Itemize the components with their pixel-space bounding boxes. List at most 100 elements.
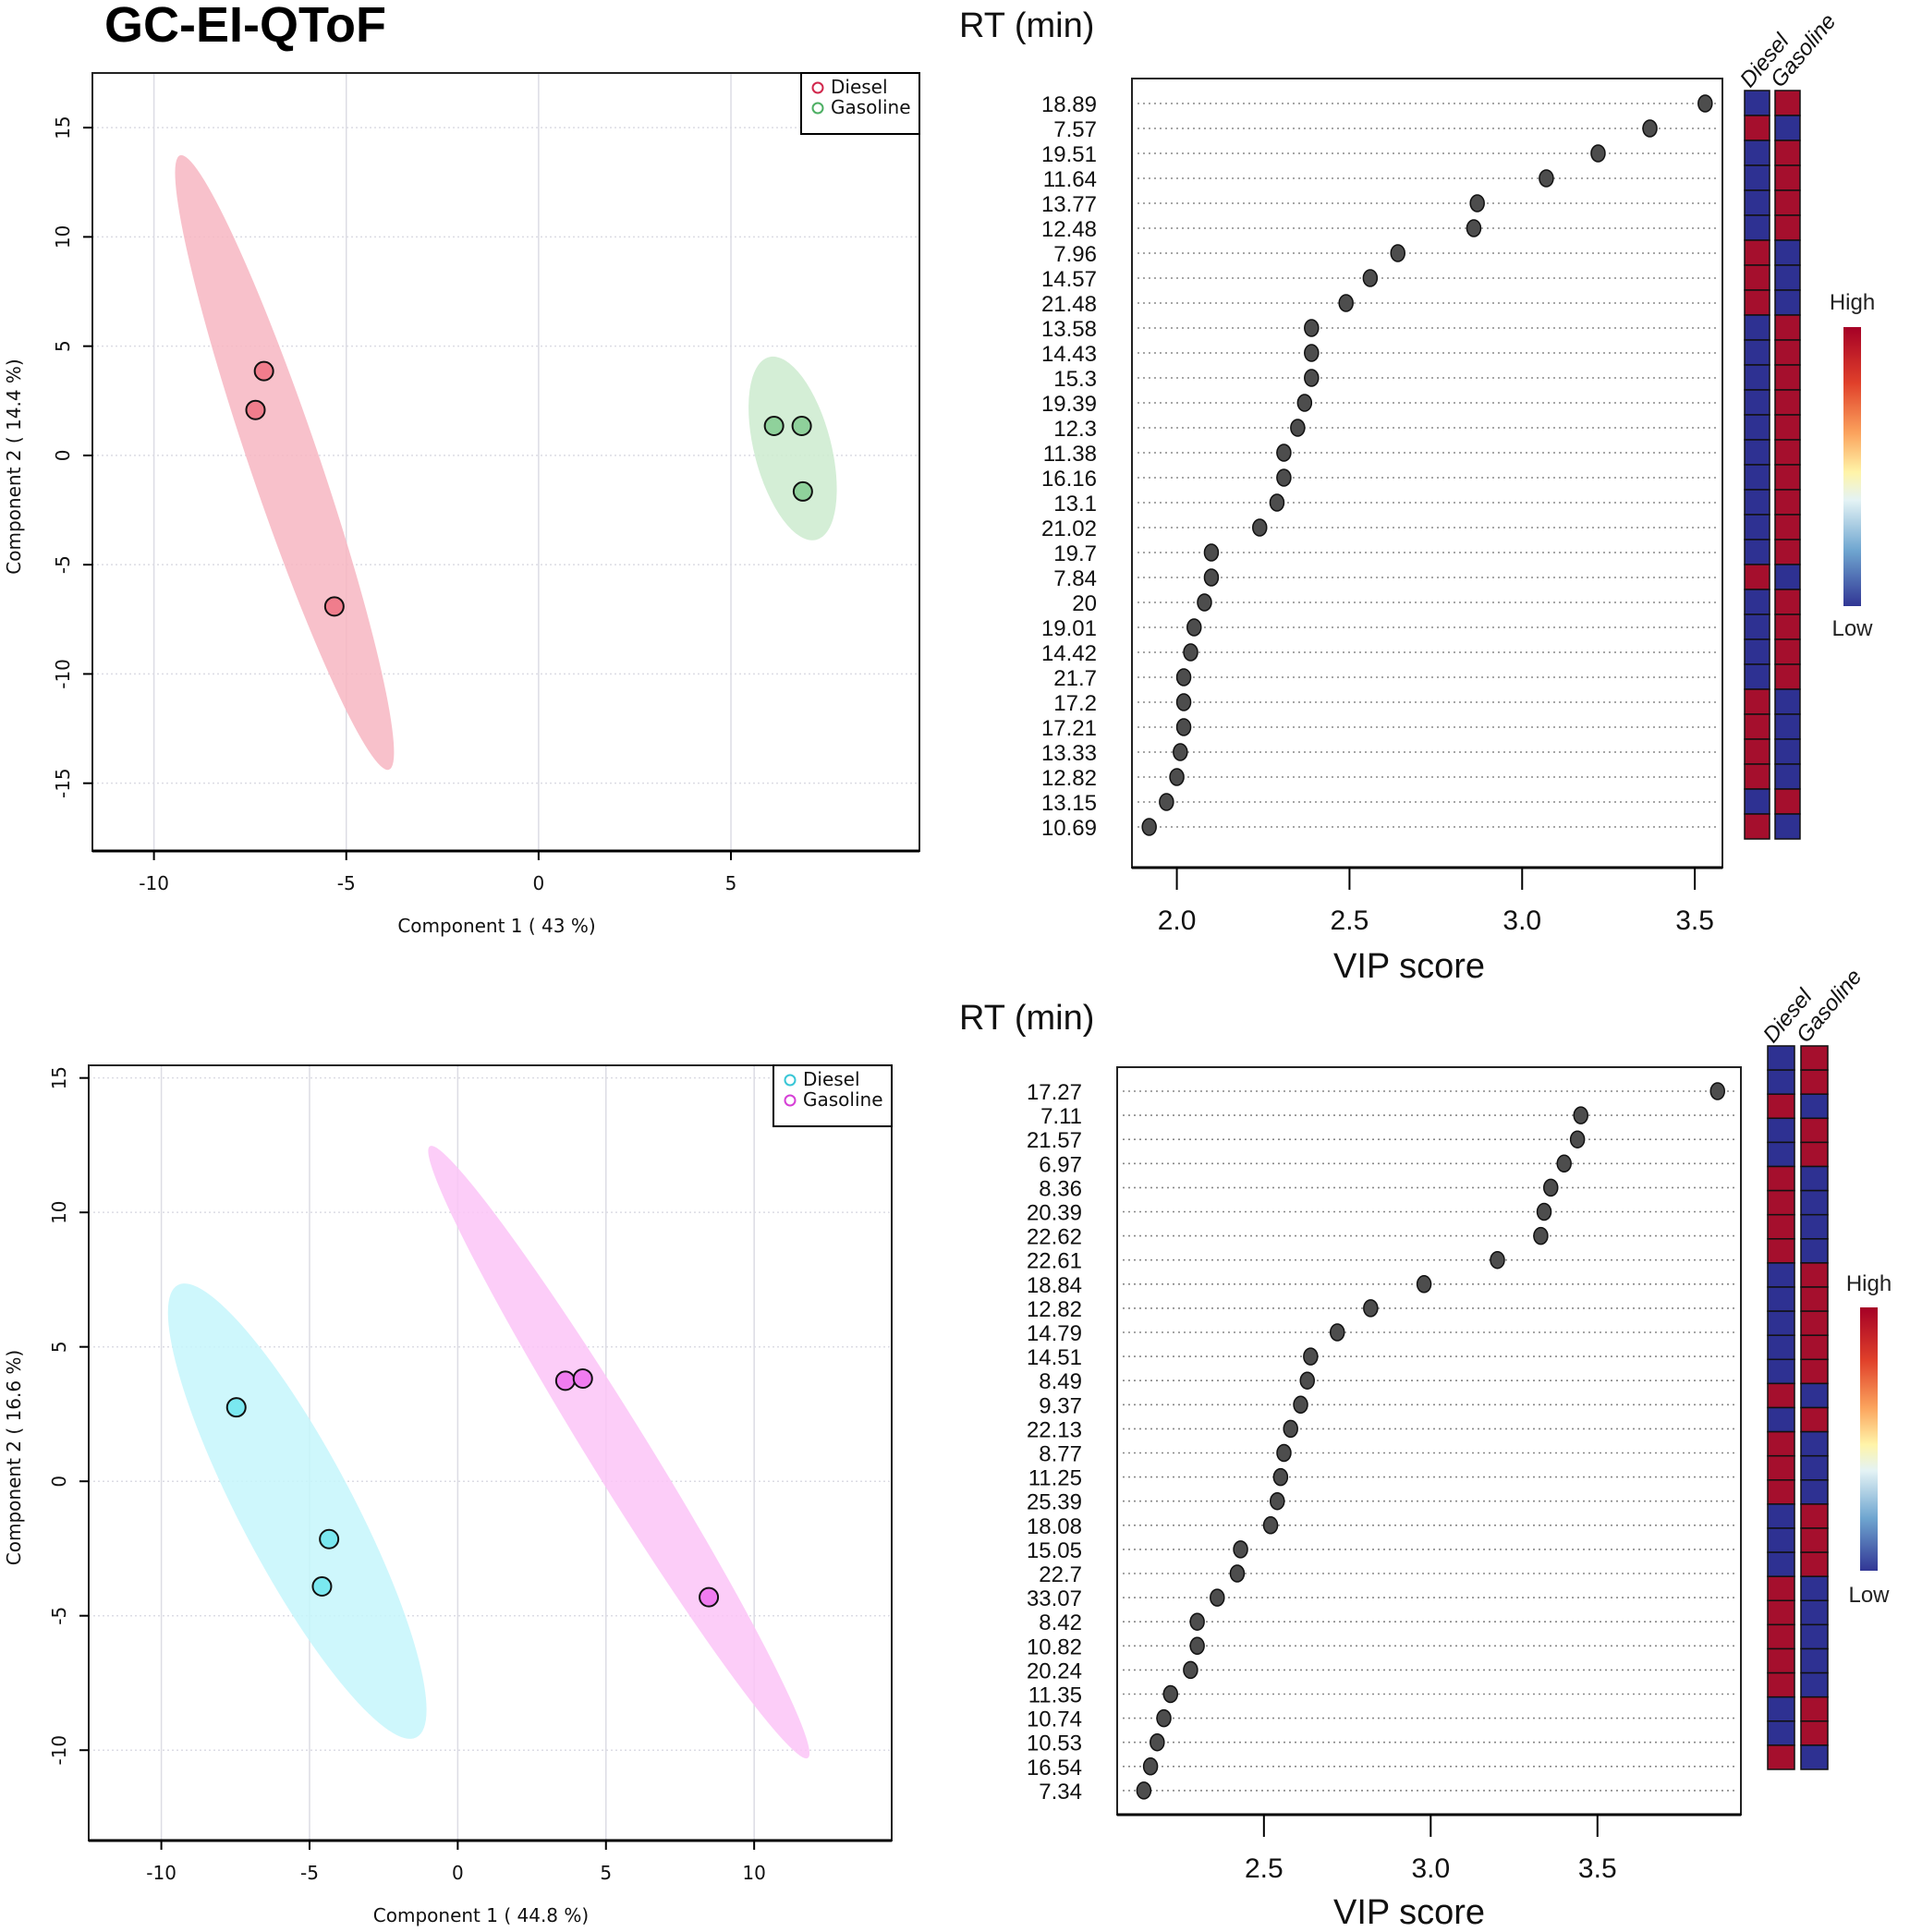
vip-row: 11.64 (1043, 164, 1801, 192)
heatmap-cell-diesel (1744, 364, 1770, 391)
vip-row: 18.08 (1027, 1479, 1829, 1539)
x-tick-label: -10 (139, 872, 169, 894)
heatmap-cell-gasoline (1774, 289, 1801, 316)
vip-row: 7.34 (1039, 1744, 1829, 1804)
vip-plot-bottom: RT (min) 17.277.1121.576.978.3620.3922.62… (959, 965, 1892, 1932)
x-tick-label: 3.5 (1675, 905, 1714, 936)
vip-row: 12.82 (1041, 763, 1801, 791)
rt-label: 13.77 (1041, 192, 1097, 217)
heatmap-cell-gasoline (1774, 264, 1801, 291)
vip-row: 25.39 (1027, 1454, 1829, 1515)
heatmap-cell-diesel (1744, 688, 1770, 715)
legend-label: Gasoline (803, 1088, 883, 1111)
heatmap-cell-diesel (1744, 214, 1770, 241)
vip-point (1299, 1371, 1315, 1390)
rt-label: 13.1 (1053, 492, 1097, 516)
heatmap-cell-gasoline (1774, 164, 1801, 191)
vip-point (1203, 543, 1220, 562)
colorbar-low-label: Low (1848, 1583, 1890, 1608)
legend-marker-icon (811, 81, 824, 94)
heatmap-cell-diesel (1744, 339, 1770, 366)
vip-point (1543, 1178, 1559, 1197)
vip-point (1642, 119, 1658, 138)
vip-row: 7.84 (1053, 564, 1801, 591)
vip-row: 20 (1072, 589, 1801, 616)
legend-marker-icon (784, 1094, 797, 1107)
heatmap-cell-gasoline (1800, 1334, 1829, 1361)
vip-point (1210, 1588, 1225, 1607)
heatmap-cell-diesel (1767, 1358, 1795, 1385)
legend-marker-icon (811, 102, 824, 115)
heatmap-cell-diesel (1744, 439, 1770, 466)
vip-point (1189, 1636, 1205, 1656)
heatmap-cell-diesel (1744, 638, 1770, 665)
heatmap-cell-diesel (1744, 539, 1770, 565)
x-tick-label: -5 (337, 872, 356, 894)
heatmap-cell-diesel (1744, 564, 1770, 590)
heatmap-cell-diesel (1767, 1406, 1795, 1433)
vip-row: 21.02 (1041, 514, 1801, 541)
rt-label: 18.89 (1041, 92, 1097, 117)
vip-point (1338, 294, 1354, 312)
vip-row: 7.57 (1053, 115, 1801, 142)
heatmap-cell-gasoline (1800, 1695, 1829, 1722)
vip-point (1269, 493, 1285, 512)
data-point-diesel (311, 1575, 333, 1597)
x-tick-label: -5 (300, 1862, 319, 1884)
heatmap-cell-diesel (1767, 1382, 1795, 1409)
vip-point (1186, 618, 1202, 637)
vip-row: 17.2 (1053, 688, 1801, 716)
data-point-diesel (225, 1397, 247, 1418)
x-tick-label: 3.5 (1578, 1853, 1617, 1884)
x-tick-label: 5 (725, 872, 737, 894)
data-point-gasoline (763, 415, 785, 436)
figure-title: GC-EI-QToF (104, 0, 386, 53)
vip-point (1189, 1612, 1205, 1631)
vip-point (1272, 1467, 1289, 1487)
heatmap-cell-gasoline (1774, 439, 1801, 466)
heatmap-cell-diesel (1744, 264, 1770, 291)
heatmap-cell-diesel (1767, 1503, 1795, 1529)
heatmap-cell-gasoline (1800, 1286, 1829, 1312)
colorbar: High Low (1846, 1271, 1892, 1608)
rt-label: 21.7 (1053, 666, 1097, 691)
vip-row: 33.07 (1027, 1551, 1829, 1611)
rt-label: 6.97 (1039, 1152, 1082, 1177)
heatmap-cell-diesel (1767, 1720, 1795, 1746)
heatmap-cell-diesel (1767, 1454, 1795, 1481)
plot-frame (1116, 1066, 1742, 1816)
y-axis-label: Component 2 ( 16.6 %) (3, 1350, 25, 1565)
y-tick-label: 10 (48, 1200, 70, 1223)
heatmap-cell-gasoline (1800, 1382, 1829, 1409)
vip-point (1229, 1564, 1246, 1583)
x-tick-label: 10 (742, 1862, 765, 1884)
heatmap-cell-gasoline (1800, 1310, 1829, 1336)
vip-row: 18.84 (1027, 1238, 1829, 1298)
vip-point (1173, 743, 1188, 761)
vip-point (1233, 1540, 1248, 1559)
vip-point (1573, 1106, 1588, 1124)
rt-label: 9.37 (1039, 1393, 1082, 1418)
x-axis-label: VIP score (1333, 1893, 1485, 1932)
vip-point (1539, 169, 1554, 188)
vip-point (1183, 1660, 1198, 1680)
heatmap-cell-diesel (1767, 1093, 1795, 1120)
rt-label: 25.39 (1027, 1490, 1082, 1515)
data-point-diesel (323, 596, 345, 617)
vip-row: 11.35 (1028, 1647, 1829, 1708)
pca-plot-bottom: -10 -5 0 5 10 -10 -5 0 5 10 15 Component 1 ( 44.8 %… (3, 1064, 893, 1926)
heatmap-cell-diesel (1744, 164, 1770, 191)
heatmap-cell-diesel (1767, 1623, 1795, 1650)
rt-label: 20.39 (1027, 1201, 1082, 1226)
heatmap-cell-diesel (1744, 788, 1770, 815)
vip-point (1362, 269, 1379, 287)
heatmap-cell-gasoline (1800, 1430, 1829, 1457)
vip-point (1276, 1443, 1292, 1463)
heatmap-cell-gasoline (1800, 1479, 1829, 1505)
heatmap-cell-gasoline (1774, 514, 1801, 541)
heatmap-cell-diesel (1767, 1551, 1795, 1577)
vip-point (1283, 1419, 1298, 1439)
x-axis-label: VIP score (1333, 947, 1485, 986)
rt-label: 10.69 (1041, 816, 1097, 841)
x-axis-label: Component 1 ( 43 %) (397, 915, 595, 937)
